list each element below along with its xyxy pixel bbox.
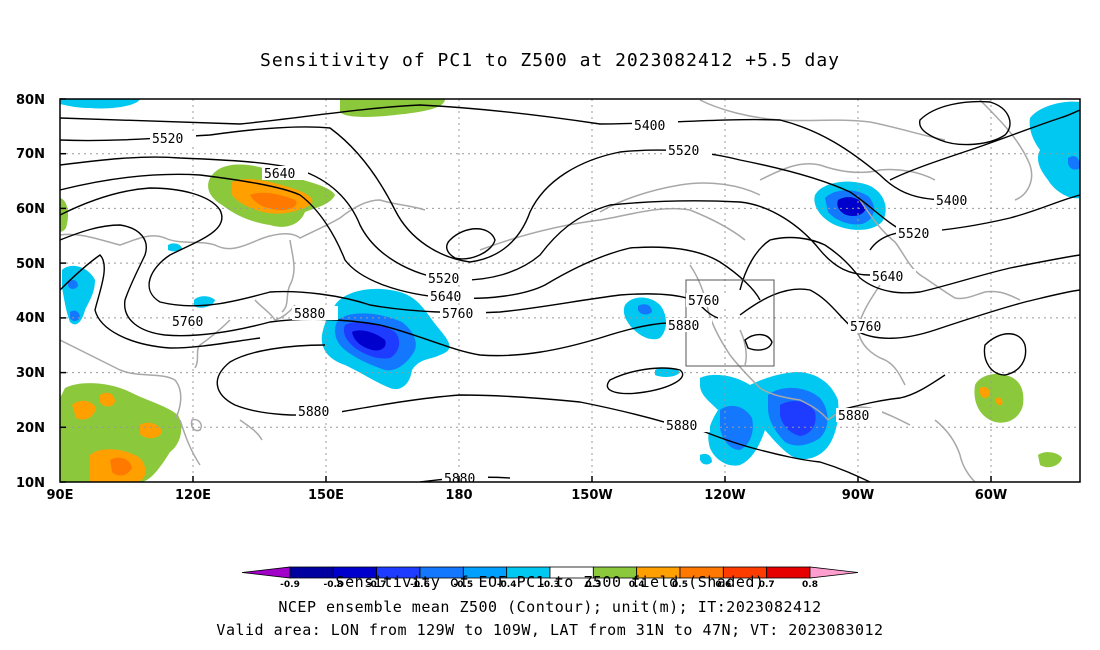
shade-positive: [72, 400, 96, 420]
lat-label: 80N: [16, 93, 45, 108]
shade-positive: [995, 397, 1003, 406]
gridlines: [60, 99, 1080, 482]
lat-label: 70N: [16, 147, 45, 162]
lat-label: 40N: [16, 311, 45, 326]
shade-negative: [68, 279, 78, 289]
lon-label: 120E: [175, 488, 211, 503]
map-title: Sensitivity of PC1 to Z500 at 2023082412…: [259, 50, 840, 71]
contour-label: 5880: [298, 405, 329, 420]
colorbar-tick-label: 0.8: [802, 580, 818, 590]
colorbar-tick-label: 0.4: [629, 580, 645, 590]
longitude-labels: 90E 120E 150E 180 150W 120W 90W 60W: [47, 488, 1008, 503]
shade-negative: [720, 405, 753, 450]
shade-negative: [60, 99, 140, 109]
contour-label: 5760: [442, 307, 473, 322]
contour-label: 5880: [666, 419, 697, 434]
shade-positive: [140, 422, 162, 439]
colorbar-tick-label: -0.5: [453, 580, 473, 590]
shade-negative: [1068, 156, 1080, 170]
shade-negative: [837, 197, 866, 216]
shade-negative: [780, 400, 816, 436]
contour-label: 5520: [152, 132, 183, 147]
contour-label: 5640: [264, 167, 295, 182]
contour-label: 5520: [668, 144, 699, 159]
contour-label: 5760: [688, 294, 719, 309]
contour-label: 5520: [898, 227, 929, 242]
colorbar-tick-label: 0.6: [715, 580, 731, 590]
lat-label: 20N: [16, 421, 45, 436]
contour-labels: 5520 5640 5400 5520 5400 5520 5520 5640 …: [150, 118, 980, 482]
shade-positive: [110, 457, 132, 476]
lon-label: 180: [445, 488, 472, 503]
caption-valid-area: Valid area: LON from 129W to 109W, LAT f…: [216, 621, 884, 639]
lon-label: 90E: [47, 488, 74, 503]
shade-positive: [250, 192, 297, 210]
contour-label: 5520: [428, 272, 459, 287]
lon-label: 150E: [308, 488, 344, 503]
colorbar-tick-label: -0.8: [323, 580, 343, 590]
shaded-sensitivity: [60, 99, 1080, 482]
map-plot-area: 5520 5640 5400 5520 5400 5520 5520 5640 …: [60, 99, 1080, 482]
caption-shaded: Sensitivity of EOF PC1 to Z500 field (Sh…: [335, 573, 765, 591]
contour-label: 5640: [430, 290, 461, 305]
lon-label: 90W: [842, 488, 874, 503]
colorbar-tick-label: 0.5: [672, 580, 688, 590]
lat-label: 50N: [16, 257, 45, 272]
lon-label: 60W: [975, 488, 1007, 503]
colorbar-tick-label: -0.9: [280, 580, 300, 590]
shade-negative: [700, 453, 712, 465]
lat-label: 10N: [16, 476, 45, 491]
contour-label: 5880: [838, 409, 869, 424]
z500-contours: [60, 100, 1080, 482]
colorbar-segment: [809, 566, 859, 579]
shade-positive: [1038, 452, 1062, 468]
shade-positive: [340, 99, 445, 117]
contour-label: 5400: [936, 194, 967, 209]
shade-negative: [168, 243, 182, 252]
contour-label: 5760: [172, 315, 203, 330]
shade-positive: [100, 392, 115, 407]
colorbar-tick-label: 0.3: [585, 580, 601, 590]
lat-label: 30N: [16, 366, 45, 381]
colorbar-tick-label: 0.7: [759, 580, 775, 590]
axis-ticks: [60, 98, 992, 483]
shade-negative: [352, 330, 386, 351]
shade-negative: [638, 304, 652, 315]
contour-label: 5760: [850, 320, 881, 335]
shade-positive: [980, 386, 990, 398]
contour-label: 5400: [634, 119, 665, 134]
contour-label: 5640: [872, 270, 903, 285]
lon-label: 150W: [571, 488, 612, 503]
map-frame: [59, 98, 1081, 483]
colorbar-tick-label: -0.7: [367, 580, 387, 590]
latitude-labels: 80N 70N 60N 50N 40N 30N 20N 10N: [16, 93, 45, 491]
colorbar: -0.9 -0.8 -0.7 -0.6 -0.5 -0.4 -0.3 0.3 0.4 0.5 0.6…: [241, 566, 859, 590]
lon-label: 120W: [704, 488, 745, 503]
colorbar-tick-label: -0.3: [540, 580, 560, 590]
shade-negative: [70, 310, 80, 321]
caption-contour: NCEP ensemble mean Z500 (Contour); unit(…: [278, 598, 822, 616]
colorbar-tick-label: -0.4: [497, 580, 517, 590]
shade-positive: [60, 198, 68, 232]
shade-negative: [1029, 101, 1080, 199]
contour-label: 5880: [294, 307, 325, 322]
contour-label: 5880: [668, 319, 699, 334]
colorbar-tick-label: -0.6: [410, 580, 430, 590]
lat-label: 60N: [16, 202, 45, 217]
